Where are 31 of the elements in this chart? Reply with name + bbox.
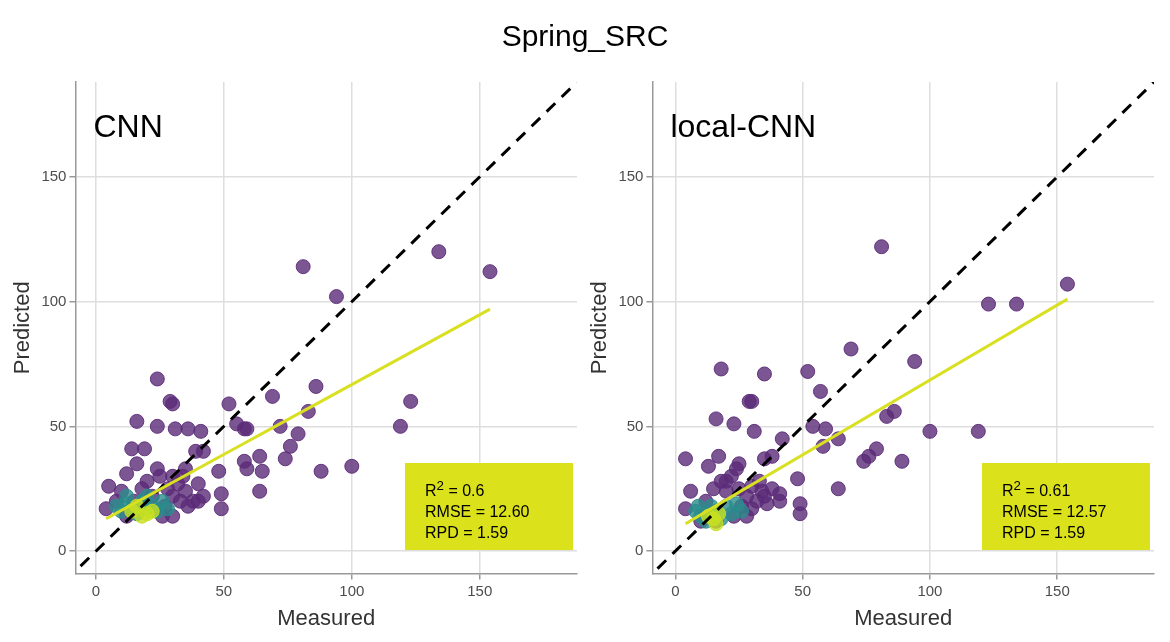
annotation: RMSE = 12.60: [425, 501, 531, 522]
annotation: R$^{2}$ = 0.61: [1002, 476, 1072, 501]
annotation: RPD = 1.59: [1002, 522, 1087, 543]
y-tick-label: 0: [58, 541, 67, 559]
annotation: CNN: [93, 108, 163, 144]
y-tick-label: 50: [626, 416, 644, 434]
text-box: R$^{2}$ = 0.6 RMSE = 12.60 RPD = 1.59: [405, 462, 573, 550]
x-tick-label: 50: [215, 581, 233, 599]
x-axis-title: Measured: [277, 604, 376, 630]
annotation: local-CNN: [670, 108, 817, 144]
text-box: R$^{2}$ = 0.61 RMSE = 12.57 RPD = 1.59: [982, 462, 1150, 550]
y-axis-title: Predicted: [586, 281, 612, 375]
y-tick-label: 0: [635, 541, 644, 559]
x-axis-title: Measured: [854, 604, 953, 630]
y-tick-label: 100: [41, 291, 67, 309]
x-tick-label: 150: [467, 581, 493, 599]
annotation: RMSE = 12.57: [1002, 501, 1108, 522]
x-tick-label: 0: [91, 581, 101, 599]
y-tick-label: 50: [49, 416, 67, 434]
x-tick-label: 50: [794, 581, 811, 599]
x-tick-label: 0: [671, 581, 680, 599]
annotation: RPD = 1.59: [425, 522, 510, 543]
x-tick-label: 100: [917, 581, 943, 599]
chart-title: Spring_SRC: [501, 19, 669, 53]
y-axis-title: Predicted: [9, 281, 35, 375]
annotation: R$^{2}$ = 0.6: [425, 476, 486, 501]
x-tick-label: 100: [339, 581, 365, 599]
y-tick-label: 150: [41, 166, 67, 184]
x-tick-label: 150: [1044, 581, 1070, 599]
y-tick-label: 150: [618, 166, 644, 184]
y-tick-label: 100: [618, 291, 644, 309]
